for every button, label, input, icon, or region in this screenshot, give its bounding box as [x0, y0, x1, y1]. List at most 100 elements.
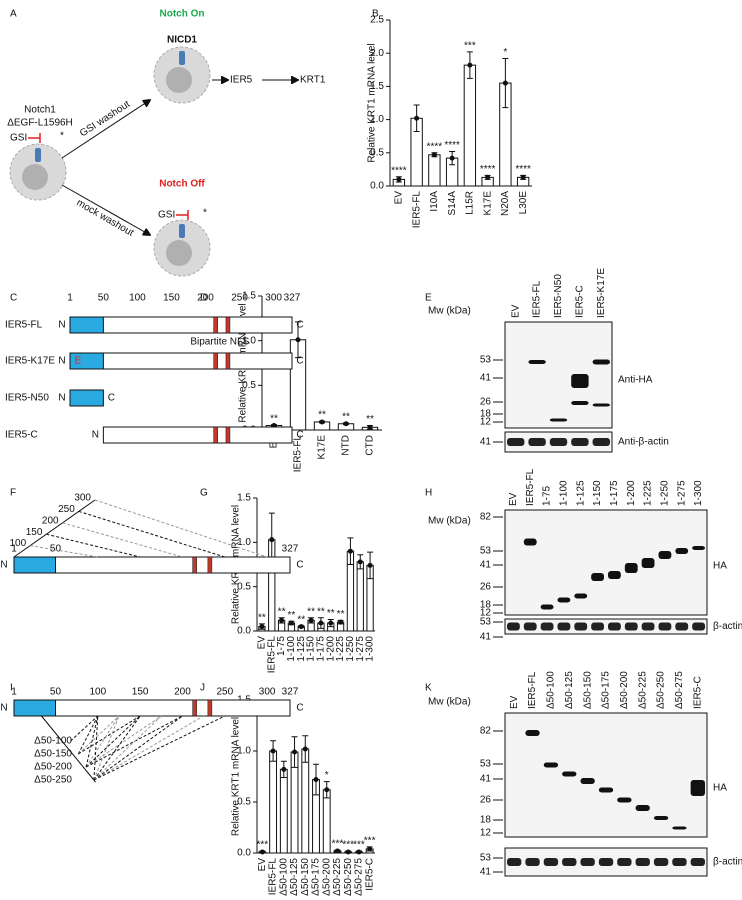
bar-dot	[343, 421, 349, 427]
dashed-line	[62, 522, 183, 558]
bar-dot	[324, 787, 330, 793]
band	[507, 438, 525, 446]
dashed-line	[85, 715, 162, 768]
domain	[69, 389, 104, 407]
dashed-line	[78, 510, 225, 558]
bar-dot	[270, 748, 276, 754]
bar-dot	[338, 619, 344, 625]
marker-label: 41	[480, 632, 492, 643]
band	[507, 858, 522, 866]
lane-label: IER5-N50	[553, 274, 564, 318]
x-tick-label: 1-150	[306, 636, 317, 662]
lane-label: Δ50-125	[564, 671, 575, 709]
bar-dot	[357, 559, 363, 565]
nls	[207, 556, 213, 574]
nucleus	[166, 67, 192, 93]
significance: ****	[391, 165, 407, 176]
label: 200	[174, 687, 191, 698]
band	[540, 622, 554, 631]
x-tick-label: NTD	[341, 435, 352, 456]
band	[549, 438, 568, 446]
y-tick-label: 0.0	[237, 848, 251, 859]
band	[692, 546, 705, 550]
band	[571, 374, 589, 388]
marker-label: 53	[480, 853, 492, 864]
significance: ***	[342, 840, 354, 851]
lane-label: IER5-K17E	[596, 268, 607, 318]
scale-label: 1	[67, 293, 73, 304]
panel-label: K	[425, 683, 432, 694]
band	[635, 858, 650, 866]
lane-label: Δ50-200	[619, 671, 630, 709]
scale-label: 327	[284, 293, 301, 304]
band	[592, 438, 610, 446]
band	[672, 858, 687, 866]
label: 250	[58, 504, 75, 515]
significance: ****	[480, 164, 496, 175]
band	[528, 360, 546, 364]
label: 100	[10, 538, 27, 549]
label: E	[75, 356, 82, 367]
band	[591, 573, 604, 581]
marker-label: 26	[480, 397, 492, 408]
bar-dot	[288, 620, 294, 626]
band	[580, 778, 595, 784]
bar-dot	[295, 337, 301, 343]
bar-dot	[347, 548, 353, 554]
label: 150	[132, 687, 149, 698]
bar-dot	[367, 562, 373, 568]
band	[571, 401, 589, 405]
band	[658, 622, 672, 631]
label: 100	[89, 687, 106, 698]
dashed-line	[85, 715, 120, 768]
lane-label: 1-250	[660, 480, 671, 506]
significance: ****	[444, 140, 460, 151]
bar-dot	[319, 419, 325, 425]
x-tick-label: L15R	[465, 191, 476, 215]
lane-label: Δ50-100	[546, 671, 557, 709]
bar	[322, 789, 331, 854]
x-tick-label: Δ50-250	[343, 858, 354, 896]
bar-dot	[431, 152, 437, 158]
x-tick-label: N20A	[500, 191, 511, 216]
dashed-line	[93, 715, 162, 781]
band	[598, 858, 614, 866]
x-tick-label: EV	[257, 858, 268, 872]
band	[653, 858, 669, 866]
bar-dot	[345, 849, 351, 855]
band	[608, 571, 621, 579]
x-tick-label: K17E	[317, 435, 328, 460]
marker-label: 53	[480, 759, 492, 770]
scale-label: 50	[98, 293, 110, 304]
dashed-line	[93, 715, 99, 781]
x-tick-label: 1-125	[296, 636, 307, 662]
marker-label: 41	[480, 774, 492, 785]
band	[624, 622, 638, 631]
lane-label: Δ50-250	[656, 671, 667, 709]
panel-label: C	[10, 293, 17, 304]
panel-label: F	[10, 488, 16, 499]
label: Bipartite NLS	[190, 337, 249, 348]
lane-label: 1-75	[542, 486, 553, 506]
lane-label: 1-300	[693, 480, 704, 506]
bar-dot	[520, 174, 526, 180]
y-tick-label: 1.0	[237, 537, 251, 548]
significance: *	[503, 47, 507, 58]
antibody-label: HA	[713, 561, 727, 572]
lane-label: IER5-C	[692, 676, 703, 709]
marker-label: 53	[480, 617, 492, 628]
label: N	[58, 320, 65, 331]
label: GSI	[158, 210, 175, 221]
label: *	[60, 131, 64, 142]
label: N	[92, 430, 99, 441]
nls	[225, 426, 231, 444]
bar-dot	[367, 846, 373, 852]
dashed-line	[93, 715, 183, 781]
band	[608, 622, 621, 631]
panel-label: B	[372, 9, 379, 20]
antibody-label: β-actin	[713, 857, 742, 868]
lane-label: 1-125	[575, 480, 586, 506]
x-tick-label: 1-75	[276, 636, 287, 656]
significance: ****	[515, 164, 531, 175]
domain	[69, 316, 104, 334]
